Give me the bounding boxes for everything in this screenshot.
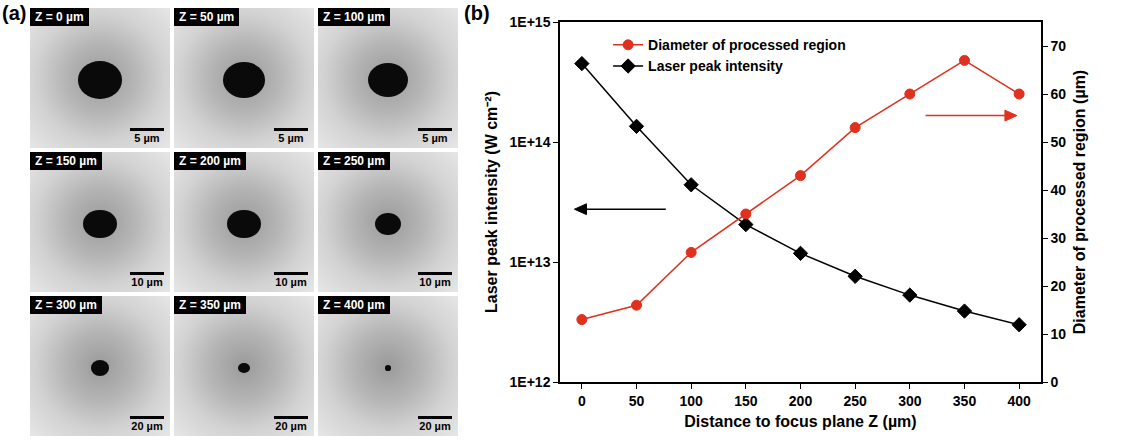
svg-text:1E+15: 1E+15: [510, 14, 551, 30]
html-text:Z = 400 µm: Z = 400 µm: [323, 298, 385, 312]
html-text:20 µm: 20 µm: [275, 420, 307, 432]
svg-text:50: 50: [629, 393, 645, 409]
svg-text:50: 50: [1051, 134, 1067, 150]
html-text:20 µm: 20 µm: [419, 420, 451, 432]
html-text:Z = 250 µm: Z = 250 µm: [323, 154, 385, 168]
html-text:10 µm: 10 µm: [419, 276, 451, 288]
html-text:20 µm: 20 µm: [131, 420, 163, 432]
html-text:Z = 300 µm: Z = 300 µm: [35, 298, 97, 312]
svg-text:Laser peak intensity: Laser peak intensity: [648, 58, 783, 74]
html-text:Z = 50 µm: Z = 50 µm: [179, 10, 235, 24]
svg-text:150: 150: [734, 393, 758, 409]
svg-text:1E+12: 1E+12: [510, 374, 551, 390]
svg-text:400: 400: [1007, 393, 1031, 409]
html-text:5 µm: 5 µm: [422, 132, 448, 144]
svg-text:Diameter of processed region: Diameter of processed region: [648, 37, 846, 53]
html-text:Z = 150 µm: Z = 150 µm: [35, 154, 97, 168]
svg-text:200: 200: [789, 393, 813, 409]
svg-text:30: 30: [1051, 230, 1067, 246]
svg-text:70: 70: [1051, 38, 1067, 54]
html-text:Z = 200 µm: Z = 200 µm: [179, 154, 241, 168]
html-text:Z = 100 µm: Z = 100 µm: [323, 10, 385, 24]
svg-text:40: 40: [1051, 182, 1067, 198]
html-text:10 µm: 10 µm: [131, 276, 163, 288]
svg-text:10: 10: [1051, 326, 1067, 342]
svg-text:350: 350: [953, 393, 977, 409]
svg-text:100: 100: [680, 393, 704, 409]
svg-text:1E+14: 1E+14: [510, 134, 551, 150]
svg-text:0: 0: [578, 393, 586, 409]
svg-text:Distance to focus plane Z (µm): Distance to focus plane Z (µm): [684, 413, 916, 430]
svg-text:20: 20: [1051, 278, 1067, 294]
svg-text:0: 0: [1051, 374, 1059, 390]
html-text:Z = 0 µm: Z = 0 µm: [35, 10, 84, 24]
html-text:5 µm: 5 µm: [134, 132, 160, 144]
html-text:5 µm: 5 µm: [278, 132, 304, 144]
svg-text:Diameter of processed region (: Diameter of processed region (µm): [1071, 70, 1088, 334]
svg-text:60: 60: [1051, 86, 1067, 102]
svg-text:300: 300: [898, 393, 922, 409]
html-text:(a): (a): [2, 2, 27, 24]
svg-text:Laser peak intensity (W cm⁻²): Laser peak intensity (W cm⁻²): [483, 91, 500, 313]
html-text:Z = 350 µm: Z = 350 µm: [179, 298, 241, 312]
svg-text:1E+13: 1E+13: [510, 254, 551, 270]
html-text:(b): (b): [464, 2, 490, 24]
html-text:10 µm: 10 µm: [275, 276, 307, 288]
svg-text:250: 250: [843, 393, 867, 409]
